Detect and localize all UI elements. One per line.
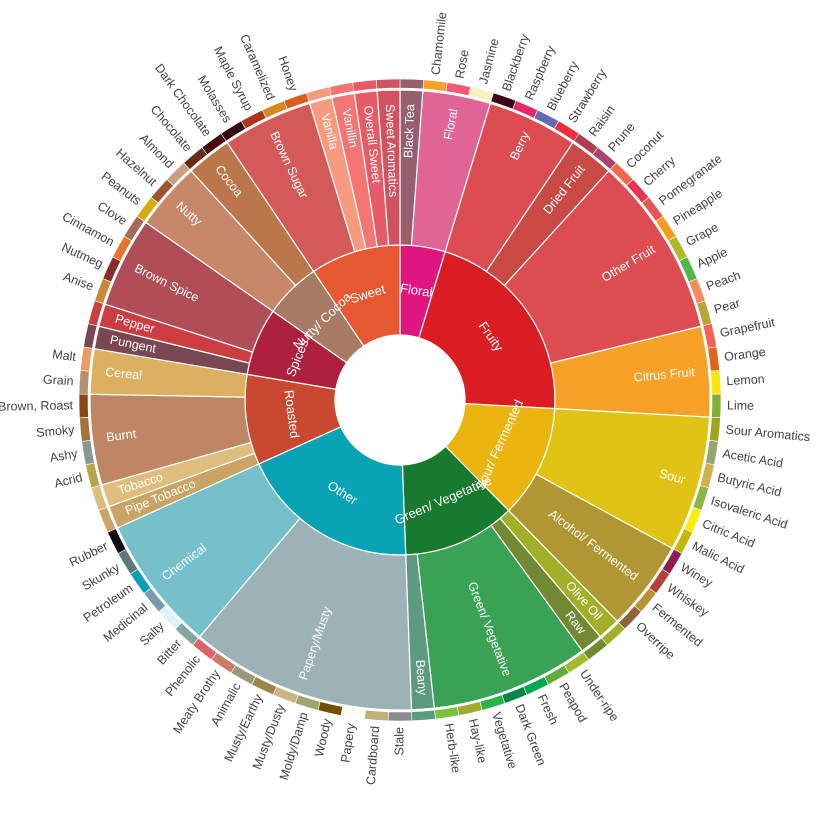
flavor-label: Honey [275, 54, 300, 93]
subcategory-label: Sour [658, 466, 687, 487]
flavor-arc [387, 711, 413, 722]
flavor-label: Acetic Acid [721, 447, 784, 471]
flavor-label: Peach [704, 268, 742, 293]
flavor-arc [711, 393, 722, 419]
subcategory-label: Sweet Aromatics [383, 104, 400, 198]
flavor-label: Clove [95, 199, 129, 228]
flavor-label: Jasmine [476, 37, 501, 86]
flavor-label: Stale [392, 727, 406, 756]
flavor-label: Orange [723, 345, 766, 364]
subcategory-arc [376, 89, 401, 247]
flavor-label: Pear [712, 296, 741, 317]
flavor-label: Papery [338, 722, 358, 764]
flavor-label: Prune [605, 120, 637, 155]
flavor-label: Grape [683, 220, 720, 249]
flavor-arc [710, 370, 722, 395]
flavor-label: Winey [678, 560, 716, 590]
flavor-label: Grain [43, 372, 74, 388]
flavor-label: Anise [61, 270, 95, 294]
flavor-tick [411, 709, 436, 722]
flavor-arc [434, 706, 460, 720]
flavor-label: Hay-like [466, 717, 490, 764]
flavor-label: Apple [695, 245, 730, 271]
subcategory-label: Burnt [105, 427, 137, 445]
flavor-arc [80, 346, 93, 372]
flavor-label: Lime [727, 398, 754, 412]
flavor-label: Sour Aromatics [725, 423, 811, 445]
flavor-arc [364, 709, 389, 722]
flavor-arc [422, 79, 448, 92]
flavor-label: Salty [137, 619, 167, 649]
flavor-label: Butyric Acid [716, 470, 783, 499]
flavor-arc [709, 416, 721, 442]
flavor-label: Brown, Roast [0, 398, 74, 413]
flavor-label: Nutmeg [60, 240, 106, 271]
flavor-label: Peapod [556, 680, 590, 724]
flavor-label: Herb-like [442, 722, 463, 774]
subcategory-label: Floral [441, 108, 461, 141]
subcategory-label: Cereal [105, 365, 143, 382]
flavor-label: Vegetative [489, 711, 519, 771]
subcategory-label: Citrus Fruit [633, 365, 696, 385]
flavor-label: Raisin [586, 103, 618, 139]
flavor-label: Grapefruit [719, 315, 777, 340]
category-label: Floral [399, 280, 433, 300]
flavor-label: Woody [312, 717, 334, 759]
flavor-label: Bitter [154, 636, 184, 667]
flavor-tick [399, 78, 425, 90]
flavor-label: Acrid [53, 470, 84, 490]
flavor-label: Rose [453, 48, 472, 79]
flavor-label: Ashy [49, 446, 79, 465]
flavor-arc [340, 706, 366, 720]
flavor-arc [78, 393, 89, 419]
flavor-label: Fresh [535, 692, 561, 727]
subcategory-label: Black Tea [401, 104, 417, 158]
flavor-label: Cardboard [364, 726, 382, 786]
flavor-label: Lemon [726, 372, 765, 388]
flavor-label: Smoky [36, 422, 76, 440]
flavor-arc [707, 346, 720, 372]
flavor-arc [79, 416, 91, 442]
flavor-tick [352, 79, 378, 92]
category-label: Roasted [281, 389, 302, 439]
flavor-label: Malt [51, 347, 77, 364]
flavor-arc [78, 370, 90, 395]
subcategory-label: Beany [413, 659, 430, 696]
flavor-tick [375, 78, 401, 90]
flavor-label: Chamomile [429, 11, 450, 75]
flavor-label: Rubber [67, 539, 110, 570]
